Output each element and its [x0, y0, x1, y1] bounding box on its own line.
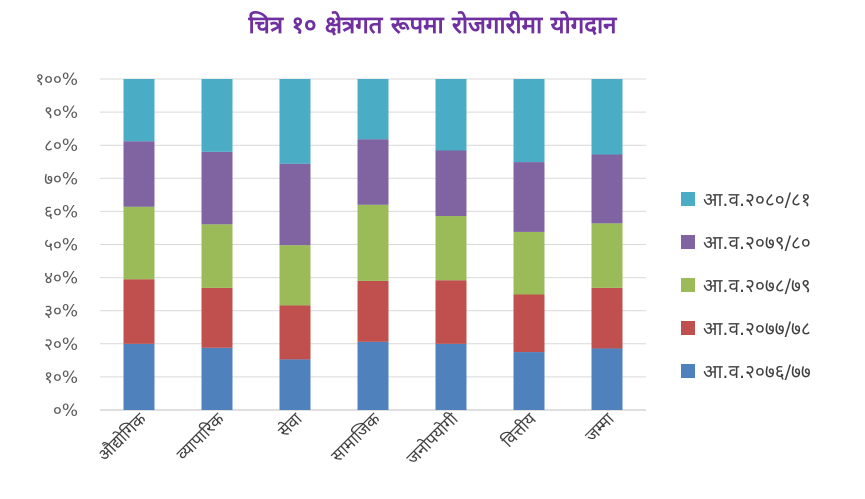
bar-segment: [513, 162, 545, 232]
y-tick-label: ३०%: [44, 302, 78, 322]
legend-label: आ.व.२०७६/७७: [703, 361, 811, 383]
y-tick-label: ९०%: [44, 103, 78, 123]
bar-segment: [201, 224, 233, 288]
category-label: जनोपयोगी: [402, 408, 463, 469]
y-tick-label: ४०%: [44, 269, 78, 289]
category-label: जम्मा: [582, 409, 619, 446]
bar-segment: [513, 294, 545, 353]
bars: [123, 79, 623, 410]
bar-segment: [435, 150, 467, 217]
legend-label: आ.व.२०७७/७८: [703, 318, 811, 340]
bar-segment: [357, 280, 389, 342]
legend-swatch: [681, 235, 695, 249]
category-label: सामाजिक: [327, 408, 385, 466]
bar-segment: [201, 79, 233, 152]
bar-segment: [279, 79, 311, 164]
bar-segment: [123, 206, 155, 280]
legend-swatch: [681, 192, 695, 206]
bar-segment: [123, 279, 155, 344]
legend: आ.व.२०८०/८१ आ.व.२०७९/८० आ.व.२०७८/७९ आ.व.२०७…: [681, 189, 811, 383]
bar-segment: [435, 280, 467, 344]
bar-segment: [513, 231, 545, 295]
y-tick-label: ६०%: [44, 202, 78, 222]
y-tick-label: ७०%: [44, 169, 78, 189]
bar-segment: [123, 343, 155, 410]
y-tick-label: ०%: [53, 401, 78, 421]
legend-label: आ.व.२०७९/८०: [703, 232, 811, 254]
bar-segment: [201, 151, 233, 225]
y-tick-label: २०%: [44, 335, 78, 355]
legend-label: आ.व.२०७८/७९: [703, 275, 811, 297]
category-label: औद्योगिक: [94, 408, 152, 466]
bar-segment: [591, 287, 623, 349]
bar-segment: [279, 163, 311, 246]
chart-title: चित्र १० क्षेत्रगत रूपमा रोजगारीमा योगदा…: [248, 11, 617, 39]
bar-segment: [591, 348, 623, 410]
bar-segment: [357, 79, 389, 140]
y-tick-label: ८०%: [44, 136, 78, 156]
bar-segment: [357, 204, 389, 281]
bar-segment: [591, 223, 623, 288]
legend-swatch: [681, 321, 695, 335]
bar-segment: [279, 305, 311, 360]
category-label: व्यापारिक: [172, 408, 229, 465]
category-label: वित्तीय: [497, 408, 541, 452]
bar-segment: [435, 343, 467, 410]
bar-segment: [513, 352, 545, 410]
x-axis: औद्योगिक व्यापारिक सेवा सामाजिक जनोपयोगी वित्…: [94, 408, 619, 469]
bar-segment: [123, 141, 155, 207]
y-axis: ०% १०% २०% ३०% ४०% ५०% ६०% ७०% ८०% ९०% १००%: [35, 70, 78, 421]
bar-segment: [201, 347, 233, 410]
bar-segment: [435, 79, 467, 151]
bar-segment: [357, 139, 389, 205]
bar-segment: [513, 79, 545, 163]
bar-segment: [591, 154, 623, 224]
bar-segment: [435, 216, 467, 281]
bar-segment: [279, 359, 311, 410]
bar-segment: [279, 245, 311, 306]
legend-label: आ.व.२०८०/८१: [703, 189, 811, 211]
y-tick-label: १००%: [35, 70, 78, 90]
bar-segment: [591, 79, 623, 155]
bar-segment: [201, 287, 233, 348]
legend-swatch: [681, 364, 695, 378]
y-tick-label: १०%: [44, 368, 78, 388]
legend-swatch: [681, 278, 695, 292]
y-tick-label: ५०%: [44, 236, 78, 256]
category-label: सेवा: [274, 408, 307, 441]
bar-segment: [123, 79, 155, 142]
bar-segment: [357, 341, 389, 410]
